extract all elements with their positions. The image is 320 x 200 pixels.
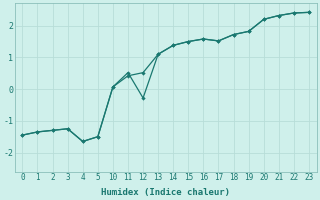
X-axis label: Humidex (Indice chaleur): Humidex (Indice chaleur) [101, 188, 230, 197]
